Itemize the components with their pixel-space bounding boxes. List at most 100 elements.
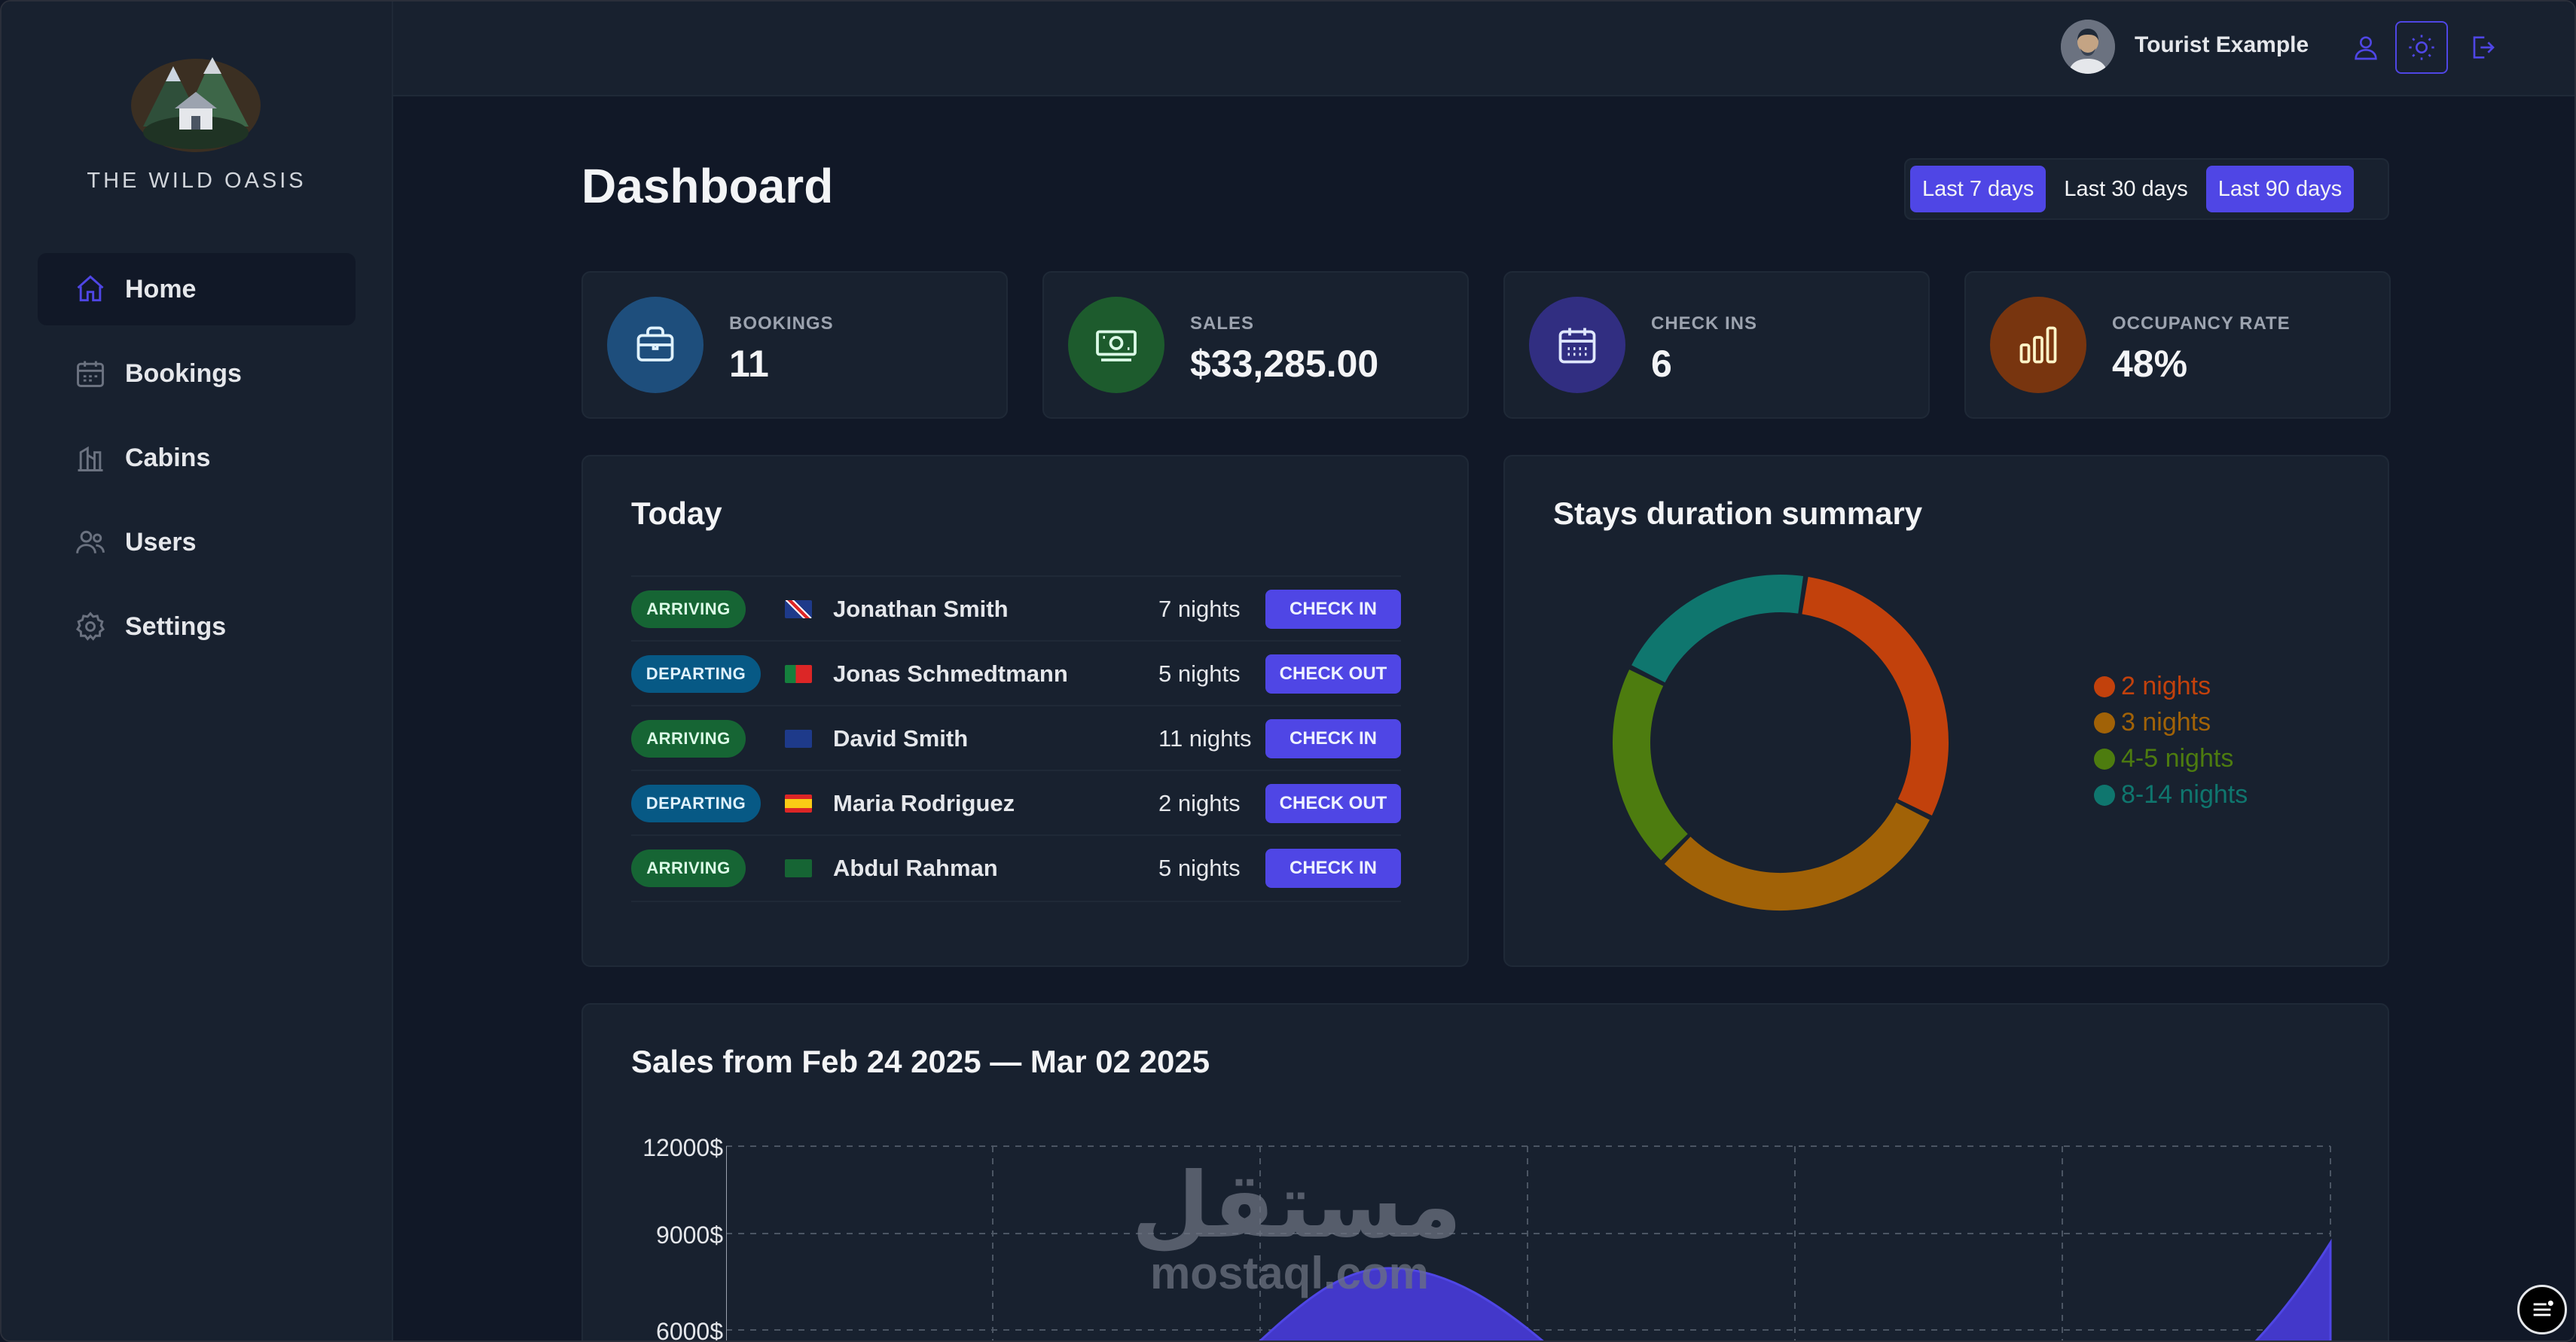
filter-last-7-days[interactable]: Last 7 days [1910,166,2046,212]
flag-saudi-arabia-icon [785,859,812,877]
flag-spain-icon [785,795,812,813]
sales-area [1259,1267,1544,1340]
legend-item: 8-14 nights [2094,780,2248,810]
donut-slice [1613,669,1689,861]
y-tick-label: 6000$ [656,1318,723,1342]
stat-value: 6 [1651,343,1672,385]
table-row: ARRIVING David Smith 11 nights CHECK IN [631,705,1401,771]
sidebar-item-cabins[interactable]: Cabins [38,422,356,494]
logo [128,44,264,157]
duration-donut-chart [1613,575,1949,910]
sidebar-item-label: Cabins [125,443,211,472]
calendar-icon [77,361,104,387]
sales-title: Sales from Feb 24 2025 — Mar 02 2025 [631,1044,1210,1079]
guest-name: Maria Rodriguez [833,790,1015,816]
sun-icon [2409,35,2434,60]
stat-sales: SALES $33,285.00 [1042,271,1469,419]
page-title: Dashboard [581,159,834,213]
status-badge: ARRIVING [631,590,746,628]
guest-name: Jonathan Smith [833,596,1009,622]
flag-portugal-icon [785,665,812,683]
check-in-button[interactable]: CHECK IN [1265,849,1401,888]
check-out-button[interactable]: CHECK OUT [1265,784,1401,823]
stat-value: 11 [729,343,769,385]
table-row: DEPARTING Jonas Schmedtmann 5 nights CHE… [631,640,1401,706]
status-badge: ARRIVING [631,849,746,887]
guest-nights: 11 nights [1158,725,1252,752]
guest-name: Abdul Rahman [833,855,998,881]
theme-toggle-button[interactable] [2395,21,2448,74]
legend-label: 8-14 nights [2121,780,2248,809]
legend-swatch [2094,712,2115,734]
today-title: Today [631,496,722,531]
date-filter: Last 7 days Last 30 days Last 90 days [1904,158,2389,220]
chart-bar-icon [1990,297,2086,393]
check-in-button[interactable]: CHECK IN [1265,590,1401,629]
sidebar-item-label: Settings [125,612,227,641]
stat-check-ins: CHECK INS 6 [1503,271,1930,419]
legend-swatch [2094,676,2115,697]
gear-icon [75,612,105,641]
status-badge: ARRIVING [631,720,746,758]
sidebar-item-users[interactable]: Users [38,506,356,578]
stat-label: BOOKINGS [729,313,834,334]
username[interactable]: Tourist Example [2135,32,2309,57]
legend-label: 4-5 nights [2121,744,2234,773]
status-badge: DEPARTING [631,655,761,693]
table-row: ARRIVING Abdul Rahman 5 nights CHECK IN [631,834,1401,902]
guest-name: Jonas Schmedtmann [833,660,1068,687]
table-row: DEPARTING Maria Rodriguez 2 nights CHECK… [631,770,1401,836]
logout-icon [2473,36,2495,59]
guest-nights: 2 nights [1158,790,1241,816]
logout-button[interactable] [2455,21,2508,74]
calendar-days-icon [1529,297,1625,393]
user-icon [2355,36,2377,60]
filter-last-30-days[interactable]: Last 30 days [2064,176,2188,201]
menu-fab-button[interactable] [2517,1285,2567,1334]
users-icon [76,530,105,554]
cabin-icon [78,446,103,471]
sales-area-chart [726,1145,2332,1340]
sidebar: THE WILD OASIS Home Bookings Cabins User… [2,2,393,1340]
sidebar-item-bookings[interactable]: Bookings [38,337,356,410]
guest-nights: 5 nights [1158,660,1241,687]
watermark-arabic: مستقل [1131,1154,1462,1258]
brand-name: THE WILD OASIS [87,169,307,193]
stat-label: SALES [1190,313,1255,334]
stat-label: OCCUPANCY RATE [2112,313,2291,334]
durations-title: Stays duration summary [1553,496,1923,531]
watermark: مستقل mostaql.com [1131,1154,1462,1299]
flag-australia-icon [785,730,812,748]
legend-item: 2 nights [2094,672,2211,701]
check-in-button[interactable]: CHECK IN [1265,719,1401,758]
sidebar-item-settings[interactable]: Settings [38,590,356,663]
sales-panel: Sales from Feb 24 2025 — Mar 02 2025 120… [581,1003,2389,1342]
donut-slice [1802,577,1949,816]
legend-item: 3 nights [2094,708,2211,737]
donut-slice [1631,575,1803,683]
y-tick-label: 12000$ [642,1134,723,1161]
top-header [393,2,2574,96]
stat-label: CHECK INS [1651,313,1758,334]
stat-value: $33,285.00 [1190,343,1379,385]
legend-swatch [2094,748,2115,770]
guest-name: David Smith [833,725,969,752]
y-tick-label: 9000$ [656,1222,723,1249]
banknotes-icon [1068,297,1164,393]
today-panel: Today ARRIVING Jonathan Smith 7 nights C… [581,455,1469,967]
check-out-button[interactable]: CHECK OUT [1265,654,1401,694]
sidebar-item-home[interactable]: Home [38,253,356,325]
stat-value: 48% [2112,343,2188,385]
stat-bookings: BOOKINGS 11 [581,271,1008,419]
donut-slice [1664,802,1930,910]
guest-nights: 5 nights [1158,855,1241,881]
legend-label: 2 nights [2121,672,2211,700]
sidebar-item-label: Users [125,527,197,557]
filter-last-90-days[interactable]: Last 90 days [2205,166,2355,212]
sales-area [2254,1238,2332,1340]
account-button[interactable] [2339,21,2392,74]
sidebar-nav: Home Bookings Cabins Users Settings [38,253,356,675]
menu-icon [2533,1300,2553,1316]
avatar[interactable] [2061,20,2115,74]
